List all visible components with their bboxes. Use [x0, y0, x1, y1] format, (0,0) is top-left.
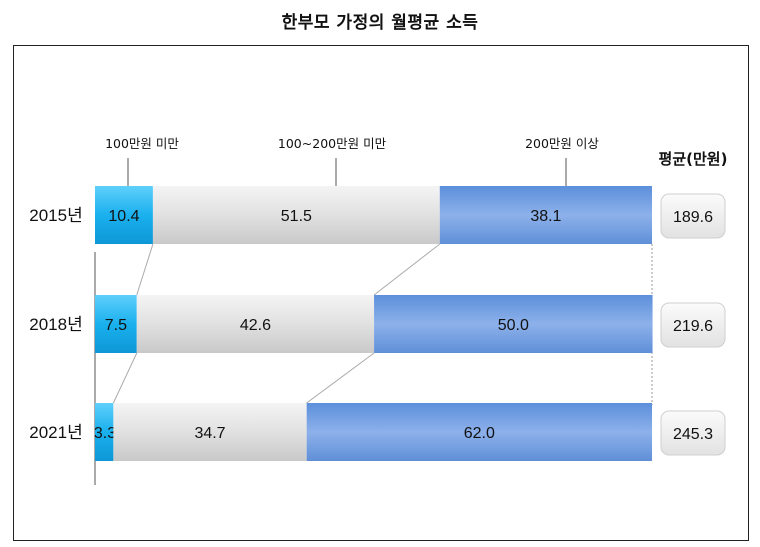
- connector-line: [136, 243, 154, 296]
- average-box: [660, 193, 726, 239]
- connector-line: [306, 352, 375, 404]
- bar-segment: [95, 295, 137, 353]
- data-label: 10.4: [108, 208, 139, 225]
- legend-label: 200만원 이상: [525, 136, 599, 151]
- chart-title: 한부모 가정의 월평균 소득: [281, 13, 479, 33]
- data-label: 42.6: [240, 317, 271, 334]
- bar-segment: [439, 186, 652, 244]
- category-label: 2015년: [29, 206, 82, 225]
- bar-segment: [152, 186, 440, 244]
- legend-label: 100~200만원 미만: [278, 136, 387, 151]
- bar-segment: [113, 403, 307, 461]
- average-value: 189.6: [673, 209, 713, 226]
- average-box: [660, 410, 726, 456]
- bar-segment: [95, 186, 153, 244]
- connector-line: [373, 243, 441, 296]
- data-label: 34.7: [194, 425, 225, 442]
- data-label: 3.3: [94, 425, 116, 442]
- data-label: 7.5: [105, 317, 127, 334]
- bar-segment: [136, 295, 375, 353]
- data-label: 50.0: [498, 317, 529, 334]
- average-value: 245.3: [673, 426, 713, 443]
- bar-segment: [306, 403, 652, 461]
- bar-segment: [374, 295, 653, 353]
- average-box: [660, 302, 726, 348]
- category-label: 2021년: [29, 423, 82, 442]
- data-label: 38.1: [530, 208, 561, 225]
- category-label: 2018년: [29, 315, 82, 334]
- data-label: 51.5: [281, 208, 312, 225]
- data-label: 62.0: [464, 425, 495, 442]
- connector-line: [112, 352, 138, 404]
- average-header: 평균(만원): [659, 150, 728, 168]
- chart-frame: [13, 45, 749, 541]
- legend-label: 100만원 미만: [105, 136, 179, 151]
- average-value: 219.6: [673, 318, 713, 335]
- bar-segment: [95, 403, 114, 461]
